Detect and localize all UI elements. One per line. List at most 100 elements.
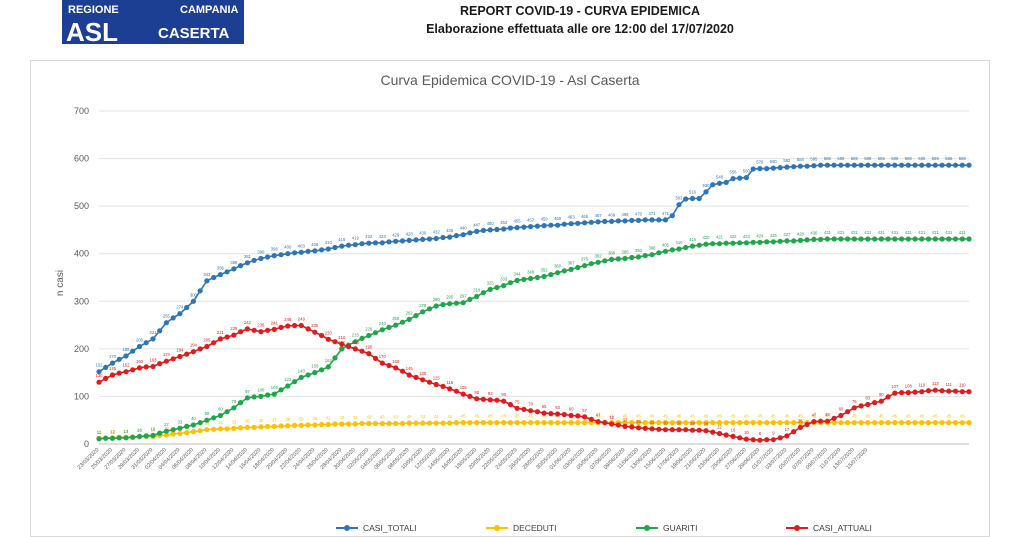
data-point-guariti	[642, 253, 648, 259]
y-tick-label: 300	[74, 296, 89, 306]
data-point-deceduti	[777, 420, 783, 426]
data-label-casi-attuali: 190	[365, 345, 373, 350]
data-point-casi-totali	[703, 189, 709, 195]
data-point-guariti	[190, 422, 196, 428]
data-label-guariti: 333	[500, 277, 508, 282]
data-point-deceduti	[359, 420, 365, 427]
data-point-deceduti	[372, 420, 379, 427]
data-point-casi-attuali	[224, 334, 230, 340]
data-point-guariti	[136, 433, 143, 439]
data-point-guariti	[352, 339, 358, 345]
data-label-casi-attuali: 70	[528, 402, 533, 407]
data-label-deceduti: 44	[420, 414, 425, 419]
data-label-deceduti: 45	[946, 414, 951, 419]
data-label-deceduti: 44	[434, 414, 439, 419]
data-point-deceduti	[238, 425, 244, 431]
data-point-casi-totali	[602, 218, 608, 224]
data-point-deceduti	[845, 420, 851, 426]
data-point-casi-attuali	[642, 425, 648, 431]
data-point-casi-totali	[211, 274, 217, 281]
data-point-guariti	[710, 241, 716, 247]
data-label-deceduti: 45	[609, 414, 614, 419]
data-point-casi-totali	[784, 164, 790, 170]
data-label-guariti: 431	[918, 230, 926, 235]
data-label-casi-totali: 585	[810, 157, 818, 162]
data-point-casi-totali	[905, 162, 911, 168]
data-point-casi-attuali	[109, 372, 116, 378]
data-point-casi-totali	[177, 311, 183, 317]
data-point-casi-totali	[899, 162, 905, 168]
data-point-guariti	[791, 238, 797, 244]
data-point-deceduti	[292, 422, 298, 428]
data-point-deceduti	[892, 420, 898, 426]
data-label-guariti: 388	[608, 250, 616, 255]
data-point-casi-totali	[163, 320, 169, 326]
data-point-guariti	[912, 236, 918, 242]
data-point-casi-attuali	[163, 358, 169, 364]
data-point-casi-attuali	[757, 437, 763, 443]
data-point-casi-attuali	[143, 364, 149, 370]
data-label-guariti: 416	[689, 237, 697, 242]
data-point-casi-totali	[818, 162, 824, 168]
data-label-guariti: 405	[662, 242, 670, 247]
data-label-casi-attuali: 113	[932, 381, 939, 386]
data-point-casi-totali	[662, 217, 669, 223]
data-point-guariti	[292, 379, 298, 385]
data-label-casi-totali: 467	[595, 213, 603, 218]
data-point-casi-totali	[878, 162, 884, 168]
data-point-deceduti	[629, 420, 635, 426]
data-point-casi-totali	[231, 266, 237, 272]
data-point-deceduti	[582, 420, 588, 426]
data-point-casi-totali	[824, 162, 831, 168]
data-label-casi-totali: 586	[959, 156, 967, 161]
data-point-deceduti	[669, 420, 675, 426]
data-point-casi-attuali	[568, 412, 574, 419]
data-point-deceduti	[899, 420, 905, 426]
data-label-guariti: 290	[433, 297, 441, 302]
data-label-guariti: 431	[864, 230, 872, 235]
data-point-deceduti	[696, 420, 702, 426]
data-point-deceduti	[555, 420, 561, 426]
data-point-casi-totali	[838, 162, 844, 168]
data-label-guariti: 33	[178, 419, 183, 424]
data-label-guariti: 431	[837, 230, 845, 235]
data-point-deceduti	[622, 420, 628, 426]
data-label-deceduti: 45	[650, 414, 655, 419]
data-label-casi-totali: 471	[649, 211, 657, 216]
data-point-deceduti	[730, 420, 736, 426]
data-point-casi-totali	[399, 238, 406, 244]
data-point-casi-totali	[568, 221, 574, 227]
data-point-guariti	[332, 355, 338, 361]
y-tick-label: 200	[74, 344, 89, 354]
data-point-guariti	[534, 274, 540, 281]
data-point-casi-totali	[379, 240, 385, 246]
data-point-casi-attuali	[952, 388, 959, 394]
data-point-guariti	[224, 409, 230, 415]
data-point-casi-totali	[238, 263, 244, 269]
data-label-casi-totali: 152	[96, 363, 104, 368]
data-label-deceduti: 38	[285, 417, 290, 422]
data-point-casi-attuali	[575, 413, 581, 419]
data-point-casi-attuali	[460, 391, 466, 397]
data-label-deceduti: 16	[151, 427, 156, 432]
data-point-casi-attuali	[440, 383, 446, 389]
data-label-casi-attuali: 93	[488, 391, 493, 396]
data-point-deceduti	[177, 430, 183, 437]
data-label-deceduti: 45	[636, 414, 641, 419]
data-point-casi-attuali	[211, 340, 217, 346]
data-label-deceduti: 45	[488, 414, 493, 419]
data-label-casi-totali: 457	[527, 218, 535, 223]
data-point-casi-attuali	[339, 341, 345, 347]
data-point-casi-attuali	[231, 332, 237, 338]
data-point-guariti	[676, 246, 682, 252]
data-label-casi-attuali: 47	[596, 413, 601, 418]
data-label-casi-attuali: 95	[474, 390, 479, 395]
data-label-casi-totali: 503	[676, 196, 684, 201]
data-label-casi-totali: 586	[932, 156, 940, 161]
data-point-deceduti	[211, 426, 217, 432]
data-point-deceduti	[285, 423, 291, 429]
data-label-guariti: 262	[406, 310, 414, 315]
data-point-deceduti	[325, 421, 331, 428]
data-point-casi-attuali	[184, 351, 190, 357]
data-point-deceduti	[932, 420, 938, 426]
